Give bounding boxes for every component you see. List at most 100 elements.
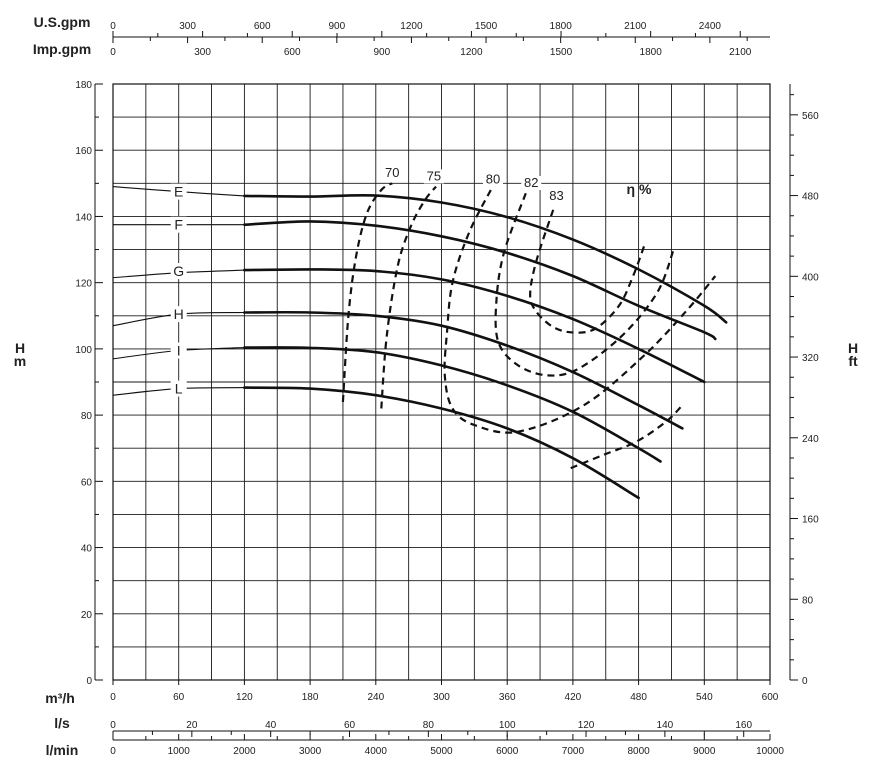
efficiency-curve-75: 75	[380, 168, 444, 409]
secondary-axis-tick-label: 0	[110, 720, 116, 731]
secondary-axis-tick-label: 9000	[693, 746, 716, 757]
secondary-axis-tick-label: 1000	[168, 746, 191, 757]
secondary-axis-tick-label: 60	[344, 720, 356, 731]
secondary-axis-tick-label: 120	[578, 720, 595, 731]
left-axis-tick-label: 0	[86, 676, 92, 687]
secondary-axis-tick-label: 300	[194, 47, 211, 58]
left-axis-tick-label: 80	[81, 411, 93, 422]
right-axis-tick-label: 480	[802, 192, 819, 203]
head-curve-E-line	[243, 194, 728, 324]
head-curve-H: H	[112, 306, 684, 430]
left-axis-tick-label: 40	[81, 544, 93, 555]
secondary-axis-tick-label: 7000	[562, 746, 585, 757]
right-axis-tick-label: 160	[802, 515, 819, 526]
secondary-axis-2: 0 300 600 900 1200 1500 1800 2100 Imp.gpm	[33, 31, 752, 58]
x-axis-tick-label: 480	[630, 692, 647, 703]
secondary-axis-label: Imp.gpm	[33, 41, 91, 57]
head-curve-G: G	[112, 263, 706, 384]
right-axis-tick-label: 240	[802, 434, 819, 445]
efficiency-curve-82-line	[494, 192, 675, 377]
left-axis-label-unit: m	[14, 353, 26, 369]
right-axis-tick-label: 560	[802, 111, 819, 122]
head-curve-F-label-bg	[170, 216, 187, 233]
head-curve-L: L	[112, 380, 640, 500]
efficiency-curve-80: 80	[443, 172, 717, 434]
right-axis-label-unit: ft	[848, 353, 858, 369]
right-axis-tick-label: 320	[802, 353, 819, 364]
secondary-axis-tick-label: 300	[179, 21, 196, 32]
efficiency-curve-83-label: 83	[549, 188, 563, 203]
right-axis-tick-label: 80	[802, 595, 814, 606]
left-axis-tick-label: 60	[81, 477, 93, 488]
efficiency-curve-low-line	[570, 404, 684, 470]
efficiency-curve-70-label-bg	[382, 166, 403, 181]
secondary-axis-tick-label: 100	[499, 720, 516, 731]
efficiency-curve-75-label: 75	[427, 168, 441, 183]
x-axis-tick-label: 600	[762, 692, 779, 703]
left-axis-tick-label: 100	[75, 345, 92, 356]
efficiency-curve-80-line	[443, 189, 717, 434]
head-curve-L-label: L	[175, 381, 183, 397]
x-axis-tick-label: 180	[302, 692, 319, 703]
secondary-axis-label: l/s	[54, 715, 70, 731]
head-curve-I-line	[243, 346, 662, 463]
secondary-axis-tick-label: 1800	[640, 47, 663, 58]
head-curve-E-label: E	[174, 184, 183, 200]
secondary-axis-tick-label: 20	[186, 720, 198, 731]
head-curves: E F G H I L	[112, 183, 728, 500]
secondary-axis-tick-label: 5000	[430, 746, 453, 757]
secondary-axis-tick-label: 600	[254, 21, 271, 32]
x-axis-tick-label: 300	[433, 692, 450, 703]
x-axis-tick-label: 0	[110, 692, 116, 703]
x-axis-tick-label: 420	[565, 692, 582, 703]
efficiency-curve-82-label-bg	[521, 175, 542, 190]
head-curve-E-label-bg	[170, 183, 187, 200]
left-axis-tick-label: 20	[81, 610, 93, 621]
secondary-axis-tick-label: 2400	[699, 21, 722, 32]
efficiency-curve-low	[570, 404, 684, 470]
secondary-axis-tick-label: 3000	[299, 746, 322, 757]
secondary-axis-tick-label: 40	[265, 720, 277, 731]
efficiency-curve-70-line	[341, 182, 393, 402]
head-curve-G-label-bg	[170, 263, 187, 280]
secondary-axis-tick-label: 600	[284, 47, 301, 58]
efficiency-curve-80-label-bg	[482, 172, 503, 187]
efficiency-curve-75-label-bg	[423, 169, 444, 184]
head-curve-F-label: F	[174, 217, 183, 233]
head-curve-I-label-bg	[170, 342, 187, 359]
efficiency-curve-70-label: 70	[385, 165, 399, 180]
secondary-axis-tick-label: 1500	[475, 21, 498, 32]
efficiency-curve-83-label-bg	[546, 189, 567, 204]
head-curve-H-line	[243, 310, 684, 430]
left-axis-tick-label: 160	[75, 146, 92, 157]
secondary-axis-label: U.S.gpm	[34, 14, 91, 30]
secondary-axis-tick-label: 4000	[365, 746, 388, 757]
secondary-axis-tick-label: 2000	[233, 746, 256, 757]
head-curve-G-label: G	[173, 263, 184, 279]
head-curve-G-line	[243, 268, 706, 384]
secondary-axis-tick-label: 900	[373, 47, 390, 58]
secondary-axis-tick-label: 10000	[756, 746, 784, 757]
efficiency-label: η %	[627, 181, 652, 197]
x-axis-label: m³/h	[45, 690, 75, 706]
secondary-axis-tick-label: 1800	[550, 21, 573, 32]
axes: 0204060801001201401601800801602403204004…	[33, 14, 819, 758]
secondary-axis-tick-label: 2100	[729, 47, 752, 58]
secondary-axis-tick-label: 160	[735, 720, 752, 731]
efficiency-curve-70: 70	[341, 165, 403, 402]
right-axis-tick-label: 400	[802, 272, 819, 283]
efficiency-curve-82-label: 82	[524, 175, 538, 190]
efficiency-curve-75-line	[380, 185, 437, 409]
efficiency-curve-83: 83	[529, 188, 647, 334]
left-axis-tick-label: 180	[75, 80, 92, 91]
efficiency-curve-83-line	[529, 209, 647, 334]
x-axis-tick-label: 240	[367, 692, 384, 703]
x-axis-tick-label: 540	[696, 692, 713, 703]
secondary-axis-3: 0 20 40 60 80 100 120 140 160 l/s	[54, 715, 770, 737]
head-curve-F: F	[113, 216, 717, 341]
secondary-axis-tick-label: 80	[423, 720, 435, 731]
right-axis-label-symbol: H	[848, 340, 858, 356]
head-curve-L-line	[243, 386, 640, 500]
left-axis-tick-label: 140	[75, 212, 92, 223]
